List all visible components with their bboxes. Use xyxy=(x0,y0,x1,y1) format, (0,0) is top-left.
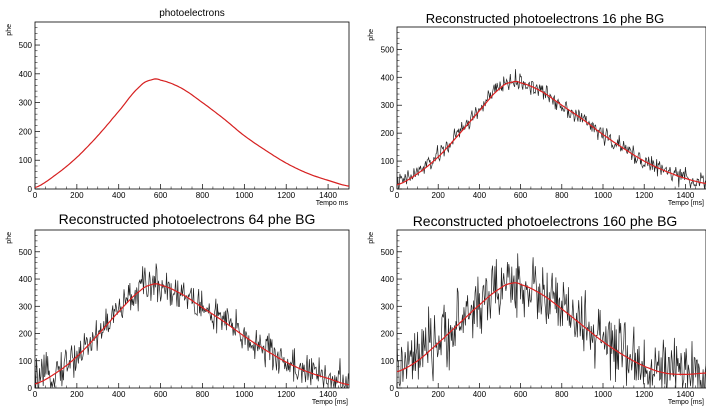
x-axis-label: Tempo [ms] xyxy=(668,399,704,406)
x-tick-label: 0 xyxy=(395,390,400,399)
x-tick-label: 0 xyxy=(33,191,38,200)
y-tick-label: 400 xyxy=(19,275,33,284)
y-tick-label: 500 xyxy=(381,45,395,54)
x-tick-label: 200 xyxy=(432,191,446,200)
y-axis-label: phe xyxy=(6,232,13,244)
x-tick-label: 400 xyxy=(473,390,487,399)
plot-frame xyxy=(34,229,350,389)
x-tick-label: 1200 xyxy=(277,390,295,399)
x-tick-label: 1400 xyxy=(319,191,337,200)
chart-title: Reconstructed photoelectrons 64 phe BG xyxy=(59,211,316,227)
x-tick-label: 1400 xyxy=(319,390,337,399)
x-tick-label: 0 xyxy=(33,390,38,399)
x-tick-label: 800 xyxy=(555,191,569,200)
y-tick-label: 200 xyxy=(381,330,395,339)
y-tick-label: 300 xyxy=(19,99,33,108)
x-axis-label: Tempo ms xyxy=(316,200,349,207)
y-tick-label: 0 xyxy=(390,384,395,393)
chart-panel-4: Reconstructed photoelectrons 160 phe BG 0… xyxy=(368,213,706,406)
x-tick-label: 0 xyxy=(395,191,400,200)
y-tick-label: 400 xyxy=(381,73,395,82)
y-tick-label: 200 xyxy=(381,129,395,138)
fit-curve-line xyxy=(35,283,349,386)
noisy-series-line xyxy=(35,263,349,388)
x-tick-label: 400 xyxy=(112,191,126,200)
x-tick-label: 1000 xyxy=(594,390,612,399)
x-tick-label: 1200 xyxy=(635,191,653,200)
fit-curve-line xyxy=(397,80,706,186)
y-tick-label: 0 xyxy=(390,185,395,194)
y-tick-label: 100 xyxy=(19,357,33,366)
x-tick-label: 1000 xyxy=(235,191,253,200)
y-tick-label: 300 xyxy=(381,101,395,110)
y-axis-label: phe xyxy=(368,29,375,41)
x-axis-label: Tempo [ms] xyxy=(668,200,704,207)
fit-curve-line xyxy=(35,78,349,189)
fit-curve-line xyxy=(397,282,706,375)
x-axis-label: Tempo [ms] xyxy=(312,399,348,406)
x-tick-label: 600 xyxy=(154,390,168,399)
y-tick-label: 500 xyxy=(381,248,395,257)
y-tick-label: 0 xyxy=(28,185,33,194)
x-tick-label: 600 xyxy=(514,390,528,399)
noisy-series-line xyxy=(397,69,706,189)
y-axis-label: phe xyxy=(368,232,375,244)
chart-title: Reconstructed photoelectrons 160 phe BG xyxy=(413,213,678,229)
y-tick-label: 200 xyxy=(19,127,33,136)
y-tick-label: 100 xyxy=(381,357,395,366)
chart-panel-1: photoelectrons 0 100 200 300 400 500 0 200 400 600… xyxy=(6,8,350,207)
plot-frame xyxy=(396,229,706,389)
chart-title: Reconstructed photoelectrons 16 phe BG xyxy=(426,11,664,26)
x-tick-label: 1000 xyxy=(235,390,253,399)
x-tick-label: 1400 xyxy=(677,191,695,200)
y-tick-label: 300 xyxy=(19,302,33,311)
y-tick-label: 100 xyxy=(19,156,33,165)
x-tick-label: 1200 xyxy=(277,191,295,200)
chart-panel-2: Reconstructed photoelectrons 16 phe BG 0 1… xyxy=(368,11,706,207)
plot-frame xyxy=(34,21,350,190)
y-tick-label: 100 xyxy=(381,157,395,166)
x-tick-label: 800 xyxy=(196,390,210,399)
noisy-series-line xyxy=(397,253,706,388)
x-tick-label: 600 xyxy=(514,191,528,200)
y-tick-label: 400 xyxy=(19,70,33,79)
chart-title: photoelectrons xyxy=(159,8,225,19)
x-tick-label: 600 xyxy=(154,191,168,200)
x-tick-label: 400 xyxy=(473,191,487,200)
y-tick-label: 400 xyxy=(381,275,395,284)
y-tick-label: 200 xyxy=(19,330,33,339)
y-tick-label: 500 xyxy=(19,248,33,257)
x-tick-label: 400 xyxy=(112,390,126,399)
x-tick-label: 800 xyxy=(196,191,210,200)
chart-panel-3: Reconstructed photoelectrons 64 phe BG 0 1… xyxy=(6,211,350,406)
x-tick-label: 800 xyxy=(555,390,569,399)
x-tick-label: 1000 xyxy=(594,191,612,200)
y-tick-label: 300 xyxy=(381,302,395,311)
x-tick-label: 200 xyxy=(432,390,446,399)
x-tick-label: 1200 xyxy=(635,390,653,399)
y-tick-label: 0 xyxy=(28,384,33,393)
y-axis-label: phe xyxy=(6,24,13,36)
y-tick-label: 500 xyxy=(19,41,33,50)
x-tick-label: 200 xyxy=(70,390,84,399)
x-tick-label: 1400 xyxy=(677,390,695,399)
x-tick-label: 200 xyxy=(70,191,84,200)
